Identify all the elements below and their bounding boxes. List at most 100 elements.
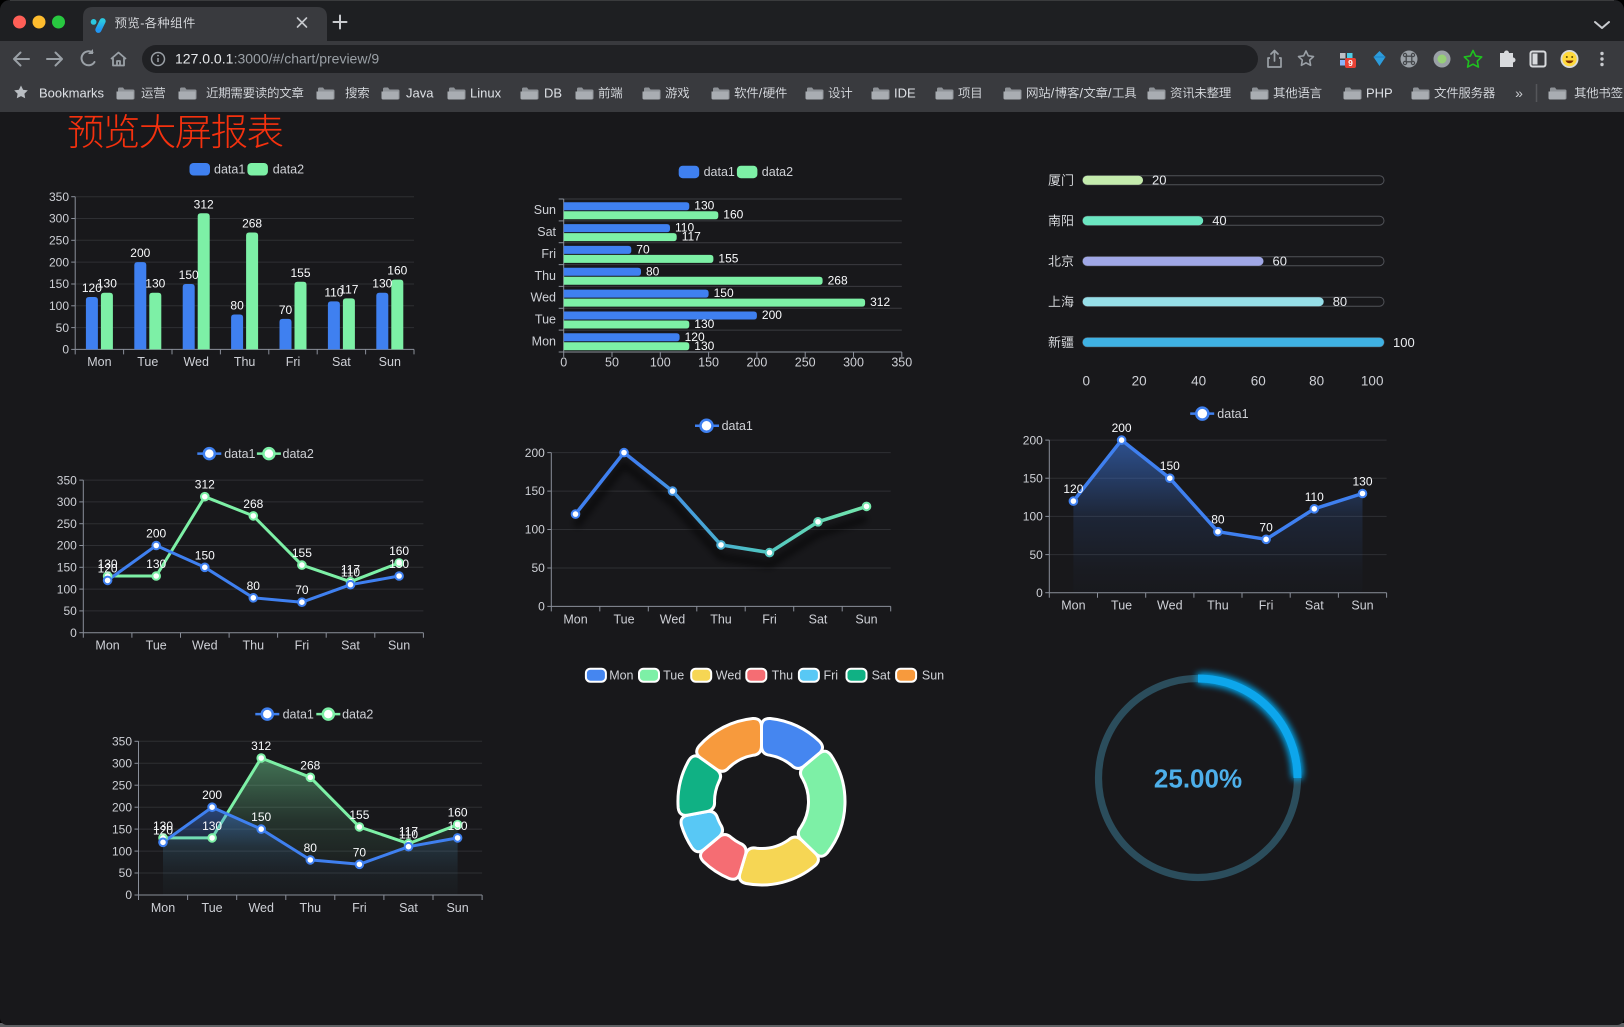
svg-text:70: 70 bbox=[353, 845, 367, 859]
svg-text:130: 130 bbox=[389, 557, 409, 571]
svg-text:100: 100 bbox=[1023, 510, 1043, 524]
svg-text:100: 100 bbox=[525, 523, 545, 537]
svg-text:150: 150 bbox=[1160, 459, 1180, 473]
svg-text:200: 200 bbox=[762, 308, 782, 322]
svg-text:110: 110 bbox=[341, 566, 360, 580]
svg-text:120: 120 bbox=[98, 561, 118, 575]
svg-text:Wed: Wed bbox=[192, 639, 218, 653]
svg-text:Wed: Wed bbox=[248, 901, 274, 915]
svg-text:160: 160 bbox=[389, 544, 409, 558]
svg-text:data1: data1 bbox=[722, 419, 753, 433]
svg-text::3000/#/chart/preview/9: :3000/#/chart/preview/9 bbox=[234, 51, 380, 67]
svg-text:40: 40 bbox=[1212, 213, 1226, 228]
svg-text:0: 0 bbox=[62, 343, 69, 357]
svg-text:Thu: Thu bbox=[710, 612, 732, 626]
svg-text:250: 250 bbox=[112, 778, 132, 792]
svg-text:Sat: Sat bbox=[341, 639, 360, 653]
svg-text:50: 50 bbox=[605, 355, 619, 369]
svg-text:200: 200 bbox=[746, 355, 767, 369]
svg-text:data1: data1 bbox=[283, 707, 314, 721]
svg-text:200: 200 bbox=[525, 446, 545, 460]
svg-text:data2: data2 bbox=[762, 165, 793, 179]
svg-text:200: 200 bbox=[49, 255, 69, 269]
svg-text:Sat: Sat bbox=[537, 225, 556, 239]
svg-text:/: / bbox=[1108, 86, 1112, 100]
svg-text:130: 130 bbox=[97, 277, 117, 291]
svg-text:160: 160 bbox=[387, 264, 407, 278]
svg-text:50: 50 bbox=[1029, 548, 1043, 562]
svg-text:Fri: Fri bbox=[762, 612, 777, 626]
svg-text:data2: data2 bbox=[342, 707, 373, 721]
svg-text:120: 120 bbox=[685, 330, 705, 344]
svg-text:DB: DB bbox=[544, 86, 562, 101]
svg-text:70: 70 bbox=[279, 303, 293, 317]
svg-text:150: 150 bbox=[525, 484, 545, 498]
svg-text:20: 20 bbox=[1132, 374, 1147, 389]
svg-text:Mon: Mon bbox=[609, 669, 633, 683]
svg-text:Thu: Thu bbox=[772, 669, 794, 683]
svg-text:PHP: PHP bbox=[1366, 86, 1393, 101]
svg-text:data2: data2 bbox=[273, 163, 304, 177]
svg-text:200: 200 bbox=[130, 246, 150, 260]
svg-text:Fri: Fri bbox=[295, 639, 310, 653]
svg-text:Java: Java bbox=[406, 86, 434, 101]
svg-text:155: 155 bbox=[349, 808, 369, 822]
svg-text:250: 250 bbox=[795, 355, 816, 369]
svg-text:Sun: Sun bbox=[1351, 599, 1373, 613]
svg-text:312: 312 bbox=[870, 295, 890, 309]
svg-text:20: 20 bbox=[1152, 173, 1166, 188]
svg-text:Thu: Thu bbox=[234, 355, 256, 369]
svg-text:155: 155 bbox=[290, 266, 310, 280]
svg-text:100: 100 bbox=[650, 355, 671, 369]
svg-text:Wed: Wed bbox=[716, 669, 742, 683]
svg-text:data1: data1 bbox=[1217, 407, 1248, 421]
svg-text:110: 110 bbox=[1305, 490, 1324, 504]
svg-text:Sat: Sat bbox=[872, 669, 891, 683]
svg-text:Tue: Tue bbox=[202, 901, 223, 915]
svg-text:110: 110 bbox=[675, 221, 694, 235]
svg-text:50: 50 bbox=[119, 866, 133, 880]
svg-text:/: / bbox=[1051, 86, 1055, 100]
svg-text:130: 130 bbox=[146, 557, 166, 571]
svg-text:130: 130 bbox=[145, 277, 165, 291]
svg-text:80: 80 bbox=[1211, 513, 1225, 527]
svg-text:80: 80 bbox=[247, 579, 261, 593]
svg-text:Sun: Sun bbox=[855, 612, 877, 626]
svg-text:Sun: Sun bbox=[446, 901, 468, 915]
svg-text:0: 0 bbox=[70, 626, 77, 640]
svg-text:300: 300 bbox=[49, 212, 69, 226]
svg-text:Fri: Fri bbox=[1259, 599, 1274, 613]
svg-text:150: 150 bbox=[698, 355, 719, 369]
svg-text:Mon: Mon bbox=[563, 612, 587, 626]
svg-text:117: 117 bbox=[399, 825, 418, 839]
svg-text:Sat: Sat bbox=[1305, 599, 1324, 613]
svg-text:40: 40 bbox=[1191, 374, 1206, 389]
svg-text:130: 130 bbox=[694, 199, 714, 213]
svg-text:300: 300 bbox=[843, 355, 864, 369]
svg-text:110: 110 bbox=[399, 828, 418, 842]
svg-text:155: 155 bbox=[718, 251, 738, 265]
svg-text:Sat: Sat bbox=[332, 355, 351, 369]
svg-text:25.00%: 25.00% bbox=[1154, 764, 1242, 794]
svg-text:70: 70 bbox=[1259, 520, 1273, 534]
svg-text:0: 0 bbox=[1082, 374, 1090, 389]
svg-text:Sun: Sun bbox=[388, 639, 410, 653]
svg-text:117: 117 bbox=[341, 563, 360, 577]
svg-text:300: 300 bbox=[57, 495, 77, 509]
svg-text:350: 350 bbox=[112, 735, 132, 749]
svg-text:50: 50 bbox=[531, 561, 545, 575]
svg-text:120: 120 bbox=[82, 281, 102, 295]
svg-text:Tue: Tue bbox=[137, 355, 158, 369]
svg-text:130: 130 bbox=[448, 819, 468, 833]
svg-text:»: » bbox=[1515, 85, 1523, 101]
svg-text:70: 70 bbox=[295, 583, 309, 597]
svg-text:350: 350 bbox=[49, 190, 69, 204]
svg-text:130: 130 bbox=[694, 339, 714, 353]
svg-text:250: 250 bbox=[49, 234, 69, 248]
svg-text:130: 130 bbox=[98, 557, 118, 571]
svg-text:100: 100 bbox=[57, 582, 77, 596]
svg-text:150: 150 bbox=[1023, 471, 1043, 485]
svg-text:-: - bbox=[140, 16, 144, 30]
svg-text:0: 0 bbox=[1036, 586, 1043, 600]
svg-text:200: 200 bbox=[146, 527, 166, 541]
